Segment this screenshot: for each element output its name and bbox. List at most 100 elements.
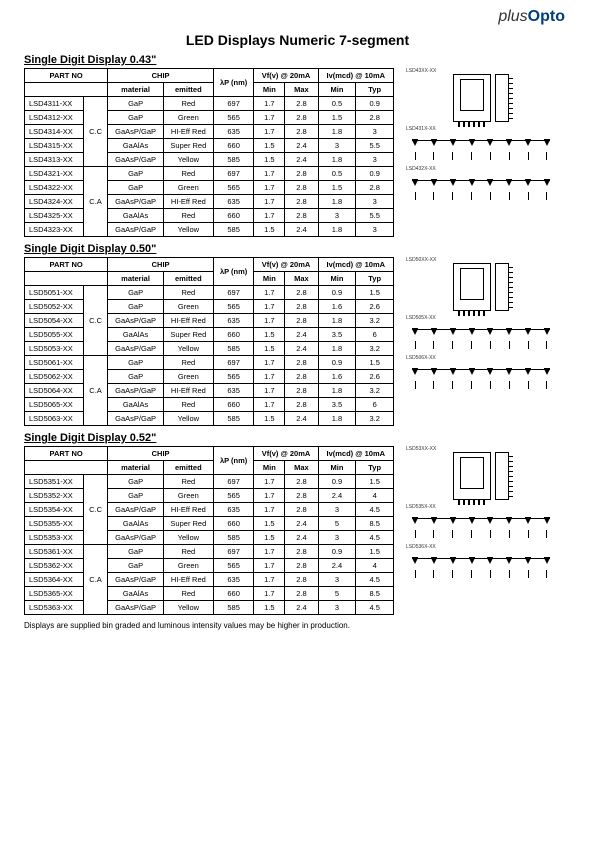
header-chip: CHIP <box>108 447 214 461</box>
vf-min-cell: 1.7 <box>254 587 285 601</box>
iv-typ-cell: 3 <box>356 125 394 139</box>
brand-name: Opto <box>528 8 565 25</box>
config-cell: C.A <box>83 545 107 615</box>
part-number: LSD5352-XX <box>25 489 84 503</box>
section-heading: Single Digit Display 0.52" <box>24 432 571 444</box>
part-number: LSD5065-XX <box>25 398 84 412</box>
config-cell: C.C <box>83 475 107 545</box>
header-part: PART NO <box>25 258 108 272</box>
iv-min-cell: 3 <box>318 573 356 587</box>
header-typ: Typ <box>356 461 394 475</box>
iv-typ-cell: 1.5 <box>356 475 394 489</box>
wavelength-cell: 635 <box>213 573 254 587</box>
section-heading: Single Digit Display 0.43" <box>24 54 571 66</box>
iv-min-cell: 0.9 <box>318 286 356 300</box>
iv-min-cell: 5 <box>318 517 356 531</box>
vf-max-cell: 2.8 <box>285 314 318 328</box>
vf-max-cell: 2.8 <box>285 356 318 370</box>
wavelength-cell: 585 <box>213 412 254 426</box>
iv-typ-cell: 2.8 <box>356 111 394 125</box>
iv-min-cell: 1.8 <box>318 412 356 426</box>
part-number: LSD5052-XX <box>25 300 84 314</box>
emitted-cell: HI-Eff Red <box>163 125 213 139</box>
table-row: LSD5361-XX C.A GaP Red 697 1.7 2.8 0.9 1… <box>25 545 394 559</box>
header-min: Min <box>254 461 285 475</box>
material-cell: GaP <box>108 167 164 181</box>
wavelength-cell: 660 <box>213 587 254 601</box>
emitted-cell: Red <box>163 398 213 412</box>
table-row: LSD5053-XX GaAsP/GaP Yellow 585 1.5 2.4 … <box>25 342 394 356</box>
material-cell: GaAlAs <box>108 517 164 531</box>
table-row: LSD5063-XX GaAsP/GaP Yellow 585 1.5 2.4 … <box>25 412 394 426</box>
emitted-cell: HI-Eff Red <box>163 384 213 398</box>
package-drawing <box>406 263 556 311</box>
material-cell: GaAsP/GaP <box>108 531 164 545</box>
iv-min-cell: 1.5 <box>318 111 356 125</box>
material-cell: GaAsP/GaP <box>108 195 164 209</box>
emitted-cell: HI-Eff Red <box>163 195 213 209</box>
vf-min-cell: 1.5 <box>254 223 285 237</box>
diagram-label: LSD535X-XX <box>406 504 556 510</box>
header-vf: Vf(v) @ 20mA <box>254 258 318 272</box>
schematic-diagram <box>406 514 556 540</box>
vf-max-cell: 2.4 <box>285 139 318 153</box>
table-row: LSD4314-XX GaAsP/GaP HI-Eff Red 635 1.7 … <box>25 125 394 139</box>
iv-typ-cell: 0.9 <box>356 97 394 111</box>
iv-typ-cell: 2.6 <box>356 300 394 314</box>
iv-min-cell: 3 <box>318 531 356 545</box>
iv-typ-cell: 4 <box>356 489 394 503</box>
iv-typ-cell: 5.5 <box>356 209 394 223</box>
header-wavelength: λP (nm) <box>213 447 254 475</box>
spec-table: PART NO CHIP λP (nm) Vf(v) @ 20mA Iv(mcd… <box>24 68 394 237</box>
part-number: LSD4322-XX <box>25 181 84 195</box>
vf-min-cell: 1.5 <box>254 601 285 615</box>
vf-max-cell: 2.8 <box>285 195 318 209</box>
vf-max-cell: 2.4 <box>285 517 318 531</box>
vf-min-cell: 1.7 <box>254 314 285 328</box>
emitted-cell: Yellow <box>163 223 213 237</box>
vf-min-cell: 1.7 <box>254 356 285 370</box>
brand-logo: plusOpto <box>498 8 565 26</box>
table-row: LSD5353-XX GaAsP/GaP Yellow 585 1.5 2.4 … <box>25 531 394 545</box>
iv-min-cell: 1.6 <box>318 300 356 314</box>
vf-max-cell: 2.8 <box>285 545 318 559</box>
schematic-diagram <box>406 136 556 162</box>
iv-typ-cell: 4.5 <box>356 531 394 545</box>
material-cell: GaP <box>108 111 164 125</box>
iv-min-cell: 1.8 <box>318 153 356 167</box>
part-number: LSD5364-XX <box>25 573 84 587</box>
vf-max-cell: 2.8 <box>285 111 318 125</box>
vf-min-cell: 1.7 <box>254 300 285 314</box>
vf-min-cell: 1.5 <box>254 342 285 356</box>
emitted-cell: HI-Eff Red <box>163 314 213 328</box>
config-cell: C.C <box>83 97 107 167</box>
part-number: LSD4315-XX <box>25 139 84 153</box>
material-cell: GaAsP/GaP <box>108 153 164 167</box>
material-cell: GaAlAs <box>108 139 164 153</box>
wavelength-cell: 585 <box>213 153 254 167</box>
vf-min-cell: 1.5 <box>254 139 285 153</box>
material-cell: GaP <box>108 97 164 111</box>
vf-min-cell: 1.5 <box>254 328 285 342</box>
table-row: LSD5051-XX C.C GaP Red 697 1.7 2.8 0.9 1… <box>25 286 394 300</box>
iv-min-cell: 3 <box>318 503 356 517</box>
package-side-icon <box>495 263 509 311</box>
iv-typ-cell: 8.5 <box>356 587 394 601</box>
emitted-cell: Yellow <box>163 412 213 426</box>
material-cell: GaAlAs <box>108 587 164 601</box>
spec-table: PART NO CHIP λP (nm) Vf(v) @ 20mA Iv(mcd… <box>24 257 394 426</box>
iv-typ-cell: 5.5 <box>356 139 394 153</box>
material-cell: GaAsP/GaP <box>108 573 164 587</box>
material-cell: GaAsP/GaP <box>108 342 164 356</box>
part-number: LSD5354-XX <box>25 503 84 517</box>
emitted-cell: Green <box>163 181 213 195</box>
iv-typ-cell: 1.5 <box>356 286 394 300</box>
vf-max-cell: 2.4 <box>285 153 318 167</box>
table-row: LSD5364-XX GaAsP/GaP HI-Eff Red 635 1.7 … <box>25 573 394 587</box>
header-max: Max <box>285 272 318 286</box>
table-row: LSD5054-XX GaAsP/GaP HI-Eff Red 635 1.7 … <box>25 314 394 328</box>
part-number: LSD5055-XX <box>25 328 84 342</box>
part-number: LSD4324-XX <box>25 195 84 209</box>
diagram-label: LSD505X-XX <box>406 315 556 321</box>
wavelength-cell: 660 <box>213 398 254 412</box>
